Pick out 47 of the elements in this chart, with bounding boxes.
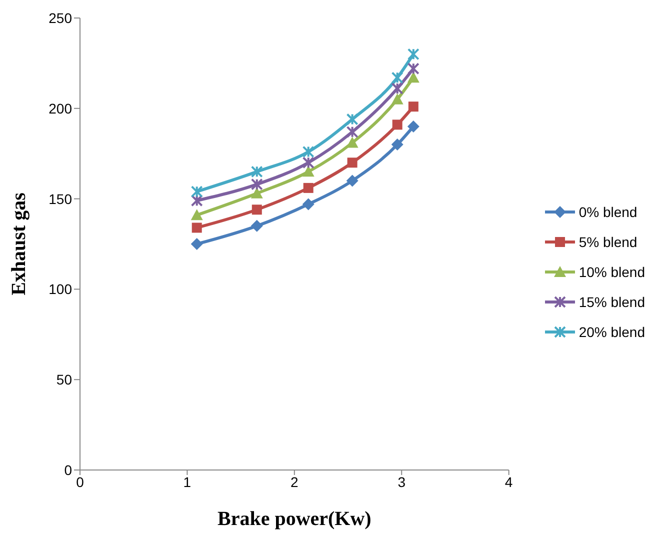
point [190, 209, 203, 220]
point [408, 102, 418, 112]
point [391, 72, 404, 84]
point [302, 146, 314, 158]
point [302, 156, 314, 169]
point [190, 238, 203, 250]
x-tick-label: 1 [183, 474, 192, 490]
legend-label: 10% blend [578, 264, 645, 280]
point [407, 120, 420, 132]
y-tick-label: 50 [56, 372, 72, 388]
point [302, 166, 314, 177]
x-tick-label: 3 [398, 474, 406, 490]
y-tick-label: 250 [48, 10, 72, 26]
point [190, 186, 203, 198]
x-tick-label: 4 [504, 474, 513, 490]
point [303, 182, 314, 193]
point [407, 62, 420, 75]
x-axis-title: Brake power(Kw) [217, 508, 372, 530]
point [391, 82, 404, 95]
x-tick-label: 2 [290, 474, 299, 490]
y-tick-label: 200 [48, 100, 72, 116]
y-tick-label: 0 [64, 462, 72, 478]
legend-label: 0% blend [578, 204, 638, 220]
point [346, 113, 358, 126]
point [391, 138, 404, 151]
y-tick-label: 150 [48, 190, 72, 207]
point [346, 126, 358, 138]
point [392, 120, 402, 130]
point [250, 187, 263, 198]
point [391, 93, 404, 104]
legend-label: 5% blend [578, 234, 638, 250]
point [250, 166, 263, 178]
point [252, 204, 262, 215]
legend-label: 20% blend [578, 324, 645, 340]
x-tick-label: 0 [76, 474, 84, 490]
legend-label: 15% blend [578, 294, 645, 310]
point [302, 198, 314, 210]
point [190, 194, 203, 207]
point [407, 72, 420, 83]
y-tick-label: 100 [48, 281, 72, 298]
point [250, 220, 263, 232]
point [192, 222, 202, 233]
y-axis-title: Exhaust gas [8, 192, 30, 296]
point [346, 174, 358, 187]
point [347, 158, 358, 168]
point [250, 178, 263, 190]
point [407, 48, 420, 60]
